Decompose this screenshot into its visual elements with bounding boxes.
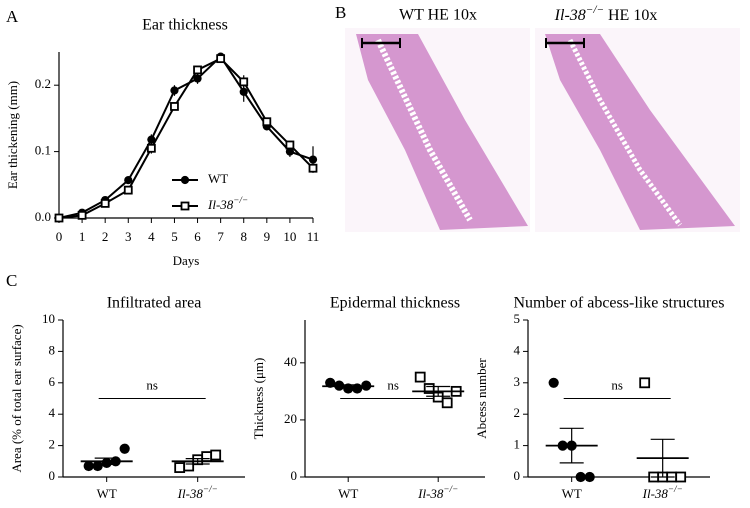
marker bbox=[285, 140, 295, 150]
x-tick-label: 1 bbox=[79, 229, 86, 244]
marker bbox=[183, 460, 195, 472]
chart-title: Infiltrated area bbox=[107, 295, 202, 312]
panel-label: B bbox=[335, 3, 346, 22]
x-tick-label: WT bbox=[338, 486, 358, 501]
marker bbox=[548, 377, 559, 388]
marker bbox=[239, 87, 248, 96]
y-tick-label: 0.2 bbox=[35, 76, 51, 91]
marker bbox=[441, 397, 453, 409]
marker bbox=[308, 155, 318, 164]
x-tick-label: Il-38−/− bbox=[642, 484, 683, 501]
y-tick-label: 4 bbox=[49, 405, 56, 420]
legend-label: WT bbox=[208, 171, 228, 186]
x-tick-label: WT bbox=[562, 486, 582, 501]
y-tick-label: 2 bbox=[49, 437, 56, 452]
marker bbox=[285, 147, 295, 156]
y-tick-label: 5 bbox=[514, 311, 521, 326]
chart-title: Epidermal thickness bbox=[330, 295, 460, 312]
marker bbox=[146, 143, 156, 153]
y-tick-label: 0 bbox=[291, 468, 298, 483]
chart-title: Number of abcess-like structures bbox=[513, 295, 724, 312]
significance-label: ns bbox=[146, 377, 158, 392]
marker bbox=[180, 175, 190, 185]
x-tick-label: 0 bbox=[56, 229, 63, 244]
y-tick-label: 0.0 bbox=[35, 209, 51, 224]
y-tick-label: 4 bbox=[514, 342, 521, 357]
marker bbox=[54, 213, 64, 223]
image-title: Il-38−/− HE 10x bbox=[554, 4, 658, 24]
marker bbox=[170, 102, 179, 111]
x-tick-label: 5 bbox=[171, 229, 178, 244]
marker bbox=[675, 471, 687, 483]
marker bbox=[123, 185, 133, 195]
marker bbox=[201, 451, 213, 462]
x-tick-label: 2 bbox=[102, 229, 109, 244]
marker bbox=[92, 460, 103, 472]
marker bbox=[308, 163, 318, 173]
marker bbox=[174, 462, 186, 473]
y-tick-label: 40 bbox=[284, 354, 297, 369]
y-tick-label: 1 bbox=[514, 437, 521, 452]
y-tick-label: 2 bbox=[514, 405, 521, 420]
y-tick-label: 0 bbox=[514, 468, 521, 483]
legend-label: Il-38−/− bbox=[207, 195, 248, 212]
y-axis-label: Thickness (μm) bbox=[251, 358, 266, 440]
x-tick-label: 10 bbox=[283, 229, 296, 244]
x-tick-label: 7 bbox=[217, 229, 224, 244]
y-tick-label: 0 bbox=[49, 468, 56, 483]
marker bbox=[262, 117, 272, 127]
x-tick-label: Il-38−/− bbox=[417, 484, 458, 501]
marker bbox=[77, 210, 87, 220]
x-tick-label: 4 bbox=[148, 229, 155, 244]
marker bbox=[124, 176, 133, 185]
x-tick-label: 6 bbox=[194, 229, 201, 244]
panel-label: A bbox=[6, 7, 19, 26]
marker bbox=[639, 377, 651, 389]
marker bbox=[170, 86, 179, 95]
series-line bbox=[58, 57, 314, 219]
x-tick-label: 9 bbox=[264, 229, 271, 244]
x-tick-label: 3 bbox=[125, 229, 132, 244]
y-tick-label: 10 bbox=[42, 311, 55, 326]
y-axis-label: Ear thickening (mm) bbox=[5, 81, 20, 189]
marker bbox=[239, 77, 249, 87]
marker bbox=[193, 74, 202, 83]
series-line bbox=[58, 55, 314, 219]
y-tick-label: 0.1 bbox=[35, 143, 51, 158]
panel-label: C bbox=[6, 271, 17, 290]
marker bbox=[180, 201, 190, 211]
marker bbox=[210, 449, 222, 461]
marker bbox=[100, 198, 110, 208]
x-tick-label: WT bbox=[97, 486, 117, 501]
y-tick-label: 3 bbox=[514, 374, 521, 389]
significance-label: ns bbox=[611, 377, 623, 392]
x-tick-label: 8 bbox=[240, 229, 247, 244]
y-axis-label: Abcess number bbox=[474, 358, 489, 439]
y-tick-label: 6 bbox=[49, 374, 56, 389]
x-tick-label: 11 bbox=[307, 229, 320, 244]
x-axis-label: Days bbox=[173, 253, 200, 268]
marker bbox=[584, 471, 595, 483]
marker bbox=[147, 135, 156, 144]
chart-title: Ear thickness bbox=[142, 17, 228, 34]
marker bbox=[575, 471, 586, 483]
marker bbox=[423, 383, 435, 394]
histology-image: WT HE 10x bbox=[345, 7, 530, 232]
marker bbox=[83, 460, 94, 472]
marker bbox=[193, 65, 202, 75]
image-title: WT HE 10x bbox=[399, 7, 477, 24]
y-axis-label: Area (% of total ear surface) bbox=[9, 324, 24, 472]
x-tick-label: Il-38−/− bbox=[177, 484, 218, 501]
y-tick-label: 20 bbox=[284, 411, 297, 426]
marker bbox=[414, 371, 426, 383]
significance-label: ns bbox=[387, 377, 399, 392]
marker bbox=[216, 54, 226, 64]
y-tick-label: 8 bbox=[49, 342, 56, 357]
marker bbox=[119, 443, 130, 454]
histology-image: Il-38−/− HE 10x bbox=[535, 4, 740, 232]
